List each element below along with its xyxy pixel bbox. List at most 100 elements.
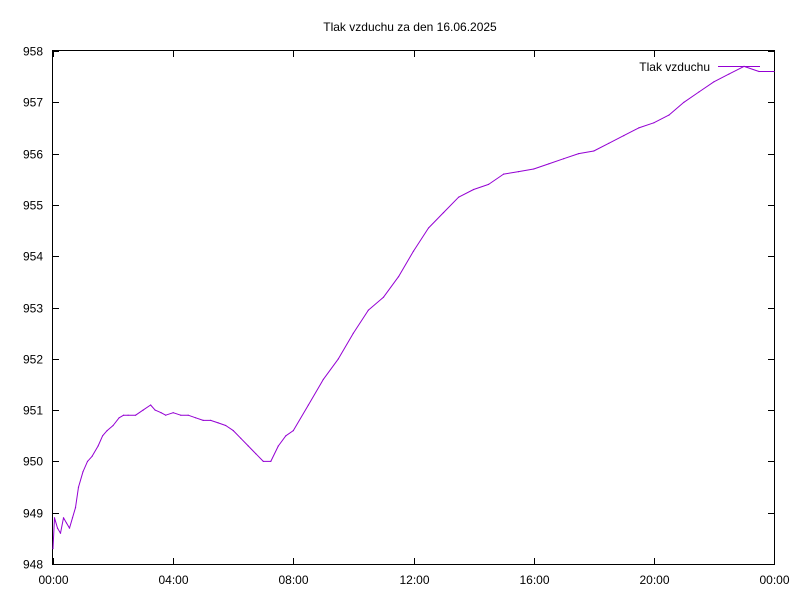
data-point: [382, 296, 385, 298]
data-point: [503, 173, 505, 175]
x-tick-label: 20:00: [639, 573, 669, 587]
legend-label: Tlak vzduchu: [639, 60, 710, 74]
y-tick-label: 948: [23, 558, 43, 572]
data-point: [112, 424, 114, 427]
data-point: [255, 453, 257, 455]
data-point: [367, 309, 369, 311]
data-point: [68, 527, 71, 529]
data-point: [172, 412, 174, 414]
data-point: [698, 91, 700, 93]
data-point: [548, 163, 550, 165]
data-point: [180, 414, 182, 416]
x-axis: 00:00 04:00 08:00 12:00 16:00 20:00 00:00: [38, 51, 790, 587]
y-tick-label: 951: [23, 404, 43, 418]
data-point: [488, 183, 490, 185]
data-point: [533, 168, 535, 170]
data-point: [653, 122, 655, 124]
data-point: [59, 532, 62, 534]
data-point: [458, 196, 460, 198]
data-point: [53, 517, 56, 519]
x-tick-label: 12:00: [399, 573, 429, 587]
data-point: [593, 150, 595, 152]
data-point: [62, 517, 65, 519]
y-tick-label: 956: [23, 148, 43, 162]
y-tick-label: 958: [23, 45, 43, 59]
y-tick-label: 949: [23, 507, 43, 521]
data-point: [563, 158, 565, 160]
data-point: [232, 430, 234, 432]
data-point: [56, 527, 59, 529]
y-tick-label: 953: [23, 302, 43, 316]
data-point: [165, 414, 167, 416]
y-tick-label: 954: [23, 250, 43, 264]
data-point: [285, 435, 287, 437]
data-point: [217, 422, 219, 424]
data-point: [240, 437, 242, 439]
data-point: [292, 430, 294, 432]
data-point: [713, 81, 715, 83]
data-point: [473, 188, 475, 191]
data-point: [623, 135, 625, 137]
y-tick-label: 955: [23, 199, 43, 213]
chart-title: Tlak vzduchu za den 16.06.2025: [323, 20, 497, 34]
data-point: [71, 517, 74, 519]
data-point: [150, 404, 152, 406]
data-point: [160, 412, 162, 414]
data-point: [97, 445, 99, 447]
series-line: [52, 65, 774, 549]
y-tick-label: 957: [23, 96, 43, 110]
data-point: [277, 445, 279, 447]
data-point: [352, 332, 354, 334]
data-point: [668, 114, 670, 116]
x-tick-label: 04:00: [158, 573, 188, 587]
data-point: [77, 486, 80, 488]
data-point: [578, 153, 580, 155]
y-axis: 948 949 950 951 952 953 954 955 956 957 958: [23, 45, 774, 572]
data-point: [608, 142, 610, 144]
data-point: [683, 101, 685, 103]
data-point: [518, 171, 520, 173]
data-point: [135, 414, 137, 416]
plot-frame: [52, 50, 775, 565]
data-point: [118, 417, 120, 419]
data-point: [91, 455, 93, 457]
data-point: [773, 70, 775, 73]
data-point: [123, 414, 125, 416]
x-tick-label: 08:00: [278, 573, 308, 587]
data-point: [74, 507, 77, 509]
data-point: [195, 417, 197, 419]
data-point: [225, 424, 227, 427]
x-tick-label: 16:00: [519, 573, 549, 587]
data-point: [142, 409, 144, 411]
data-point: [427, 227, 430, 229]
data-point: [337, 358, 339, 360]
data-point: [728, 73, 730, 75]
data-point: [322, 378, 324, 380]
data-point: [397, 276, 400, 278]
legend: Tlak vzduchu: [639, 60, 760, 74]
data-point: [82, 471, 84, 473]
data-point: [638, 127, 640, 129]
series-layer: [52, 65, 775, 550]
data-point: [202, 419, 204, 421]
data-point: [270, 460, 272, 462]
data-point: [262, 460, 264, 462]
y-tick-label: 950: [23, 455, 43, 469]
x-tick-label: 00:00: [38, 573, 68, 587]
data-point: [247, 445, 249, 447]
data-point: [52, 548, 54, 550]
data-point: [210, 419, 212, 421]
data-point: [102, 435, 104, 437]
data-point: [307, 404, 309, 406]
data-point: [127, 414, 129, 416]
data-point: [86, 460, 89, 462]
x-tick-label: 00:00: [759, 573, 789, 587]
y-tick-label: 952: [23, 353, 43, 367]
data-point: [412, 250, 415, 252]
data-point: [442, 212, 445, 214]
data-point: [758, 70, 760, 73]
data-point: [154, 409, 156, 411]
data-point: [106, 430, 108, 432]
